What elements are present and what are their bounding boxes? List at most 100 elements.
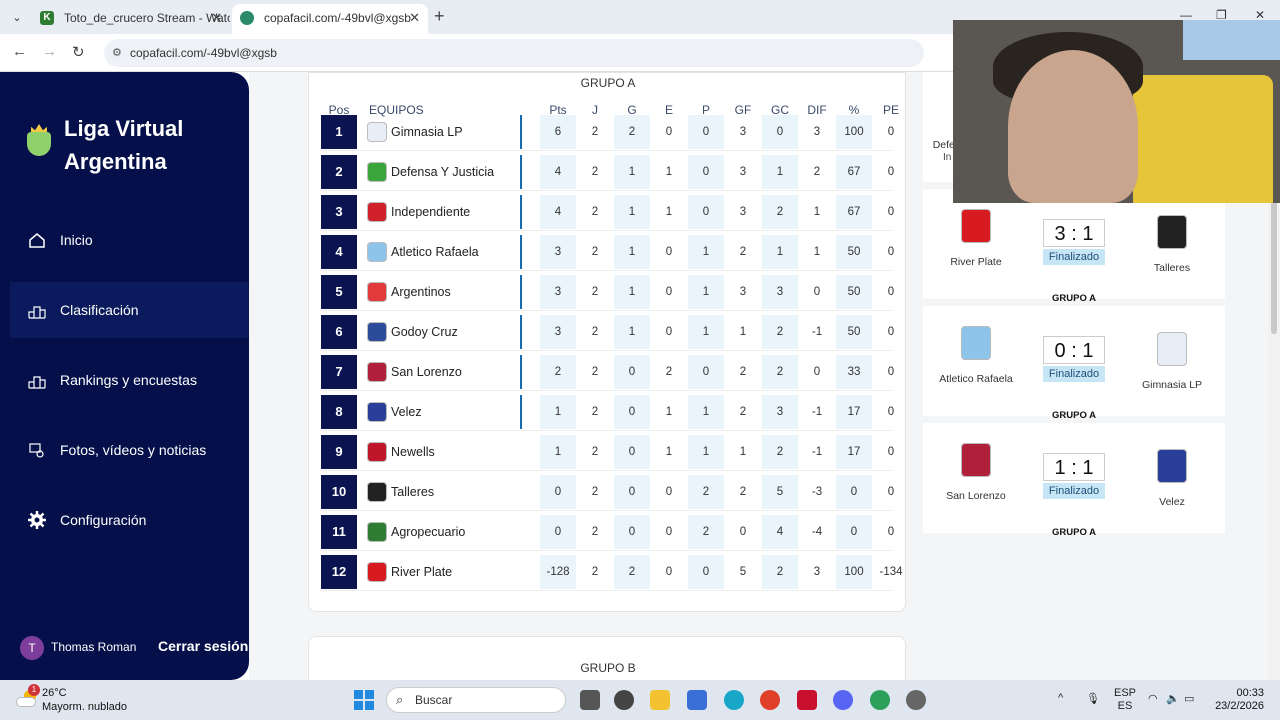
column-header[interactable]: PE <box>882 103 899 117</box>
sidebar-item-inicio[interactable]: Inicio <box>10 212 249 268</box>
table-row[interactable]: 5 Argentinos 3 2 1 0 1 3 3 0 50 0 <box>321 273 894 311</box>
stat-cell: 2 <box>762 315 798 349</box>
stat-cell: 0 <box>665 246 673 258</box>
reload-icon[interactable]: ↻ <box>72 44 85 61</box>
column-header[interactable]: G <box>627 103 637 117</box>
team-name[interactable]: Gimnasia LP <box>391 125 463 139</box>
discord-icon[interactable] <box>833 690 853 710</box>
minimize-button[interactable]: — <box>1180 8 1192 22</box>
column-header[interactable]: Pts <box>549 103 567 117</box>
team-name[interactable]: San Lorenzo <box>391 365 462 379</box>
sidebar-item-fotos[interactable]: Fotos, vídeos y noticias <box>10 422 249 478</box>
wifi-icon[interactable]: ◠ <box>1148 693 1158 705</box>
table-row[interactable]: 11 Agropecuario 0 2 0 0 2 0 4 -4 0 0 <box>321 513 894 551</box>
tab-stream[interactable]: K Toto_de_crucero Stream - Watc ✕ <box>32 4 230 34</box>
team-name[interactable]: Godoy Cruz <box>391 325 458 339</box>
column-header[interactable]: EQUIPOS <box>369 103 424 117</box>
team-crest-icon <box>367 122 387 142</box>
back-arrow-icon[interactable]: ← <box>12 43 27 60</box>
team-name[interactable]: Velez <box>391 405 422 419</box>
canva-icon[interactable] <box>724 690 744 710</box>
stat-cell: -1 <box>811 406 823 418</box>
file-explorer-icon[interactable] <box>650 690 670 710</box>
table-row[interactable]: 9 Newells 1 2 0 1 1 1 2 -1 17 0 <box>321 433 894 471</box>
avatar[interactable]: T <box>20 636 44 660</box>
team-name[interactable]: Atletico Rafaela <box>391 245 479 259</box>
table-row[interactable]: 12 River Plate -128 2 2 0 0 5 2 3 100 -134 <box>321 553 903 591</box>
table-row[interactable]: 3 Independiente 4 2 1 1 0 3 2 1 67 0 <box>321 193 894 231</box>
stat-cell: 0 <box>887 166 895 178</box>
tab-list-chevron-icon[interactable]: ⌄ <box>12 12 22 24</box>
column-header[interactable]: J <box>592 103 598 117</box>
column-header[interactable]: Pos <box>328 103 350 117</box>
table-row[interactable]: 1 Gimnasia LP 6 2 2 0 0 3 0 3 100 0 <box>321 113 894 151</box>
table-row[interactable]: 6 Godoy Cruz 3 2 1 0 1 1 2 -1 50 0 <box>321 313 894 351</box>
stat-cell: 3 <box>739 206 747 218</box>
taskbar: 1 26°C Mayorm. nublado ⌕ Buscar ^ 🎙 ESP E… <box>0 680 1280 720</box>
qualification-bar <box>520 355 522 389</box>
sidebar-item-clasificacion[interactable]: Clasificación <box>10 282 249 338</box>
forward-arrow-icon[interactable]: → <box>42 43 57 60</box>
store-icon[interactable] <box>687 690 707 710</box>
column-header[interactable]: GC <box>771 103 789 117</box>
column-header[interactable]: % <box>848 103 860 117</box>
battery-icon[interactable]: ▭ <box>1184 693 1195 705</box>
logout-button[interactable]: Cerrar sesión <box>158 638 249 654</box>
stat-cell: 3 <box>540 315 576 349</box>
match-card[interactable]: Atletico Rafaela Gimnasia LP 0 : 1 Finaliza… <box>923 306 1225 421</box>
table-row[interactable]: 7 San Lorenzo 2 2 0 2 0 2 2 0 33 0 <box>321 353 894 391</box>
maximize-button[interactable]: ❐ <box>1216 8 1227 22</box>
match-card[interactable]: San Lorenzo Velez 1 : 1 Finalizado GRUPO A <box>923 423 1225 538</box>
language-indicator[interactable]: ESP ES <box>1114 687 1137 712</box>
stat-cell: 0 <box>665 566 673 578</box>
clock[interactable]: 00:33 23/2/2026 <box>1215 687 1264 712</box>
column-header[interactable]: E <box>664 103 673 117</box>
column-header[interactable]: DIF <box>807 103 827 117</box>
team-name[interactable]: Agropecuario <box>391 525 466 539</box>
chatgpt-icon[interactable] <box>614 690 634 710</box>
windows-start-icon[interactable] <box>354 690 374 710</box>
new-tab-button[interactable]: + <box>434 6 445 26</box>
stat-cell: -128 <box>540 555 576 589</box>
stat-cell: 2 <box>591 366 599 378</box>
tab-copafacil[interactable]: copafacil.com/-49bvl@xgsb ✕ <box>232 4 428 34</box>
away-team-name: Talleres <box>1153 262 1191 274</box>
team-name[interactable]: Argentinos <box>391 285 451 299</box>
task-view-icon[interactable] <box>580 690 600 710</box>
team-name[interactable]: Newells <box>391 445 435 459</box>
chrome-profile-icon[interactable] <box>870 690 890 710</box>
tray-chevron-icon[interactable]: ^ <box>1058 692 1064 704</box>
site-info-icon[interactable]: ⚙ <box>112 47 122 59</box>
team-name[interactable]: River Plate <box>391 565 453 579</box>
app-icon[interactable] <box>797 690 817 710</box>
team-name[interactable]: Independiente <box>391 205 471 219</box>
sidebar-item-configuracion[interactable]: Configuración <box>10 492 249 548</box>
column-header[interactable]: GF <box>734 103 752 117</box>
match-card[interactable]: River Plate Talleres 3 : 1 Finalizado GRUPO … <box>923 189 1225 304</box>
stat-cell: 0 <box>688 355 724 389</box>
taskbar-search[interactable]: ⌕ Buscar <box>386 687 566 713</box>
stat-cell: 50 <box>836 315 872 349</box>
tab-close-icon[interactable]: ✕ <box>211 10 222 25</box>
table-row[interactable]: 8 Velez 1 2 0 1 1 2 3 -1 17 0 <box>321 393 894 431</box>
table-row[interactable]: 2 Defensa Y Justicia 4 2 1 1 0 3 1 2 67 0 <box>321 153 894 191</box>
table-row[interactable]: 10 Talleres 0 2 0 0 2 2 5 -3 0 0 <box>321 473 894 511</box>
away-team-name: Gimnasia LP <box>1141 379 1203 391</box>
weather-icon[interactable]: 1 <box>14 684 40 710</box>
home-icon <box>29 233 45 248</box>
sidebar-item-rankings[interactable]: Rankings y encuestas <box>10 352 249 408</box>
weather-temp: 26°C <box>42 687 67 699</box>
tab-close-icon[interactable]: ✕ <box>409 10 420 25</box>
url-field[interactable]: ⚙ copafacil.com/-49bvl@xgsb <box>104 39 924 67</box>
team-name[interactable]: Defensa Y Justicia <box>391 165 495 179</box>
page-scrollbar[interactable] <box>1268 72 1280 680</box>
close-window-button[interactable]: ✕ <box>1255 8 1266 22</box>
column-header[interactable]: P <box>701 103 710 117</box>
volume-icon[interactable]: 🔈 <box>1166 693 1180 705</box>
table-row[interactable]: 4 Atletico Rafaela 3 2 1 0 1 2 1 1 50 0 <box>321 233 894 271</box>
microphone-icon[interactable]: 🎙 <box>1086 693 1100 705</box>
chrome-icon[interactable] <box>760 690 780 710</box>
team-crest-icon <box>367 402 387 422</box>
team-name[interactable]: Talleres <box>391 485 435 499</box>
steam-icon[interactable] <box>906 690 926 710</box>
